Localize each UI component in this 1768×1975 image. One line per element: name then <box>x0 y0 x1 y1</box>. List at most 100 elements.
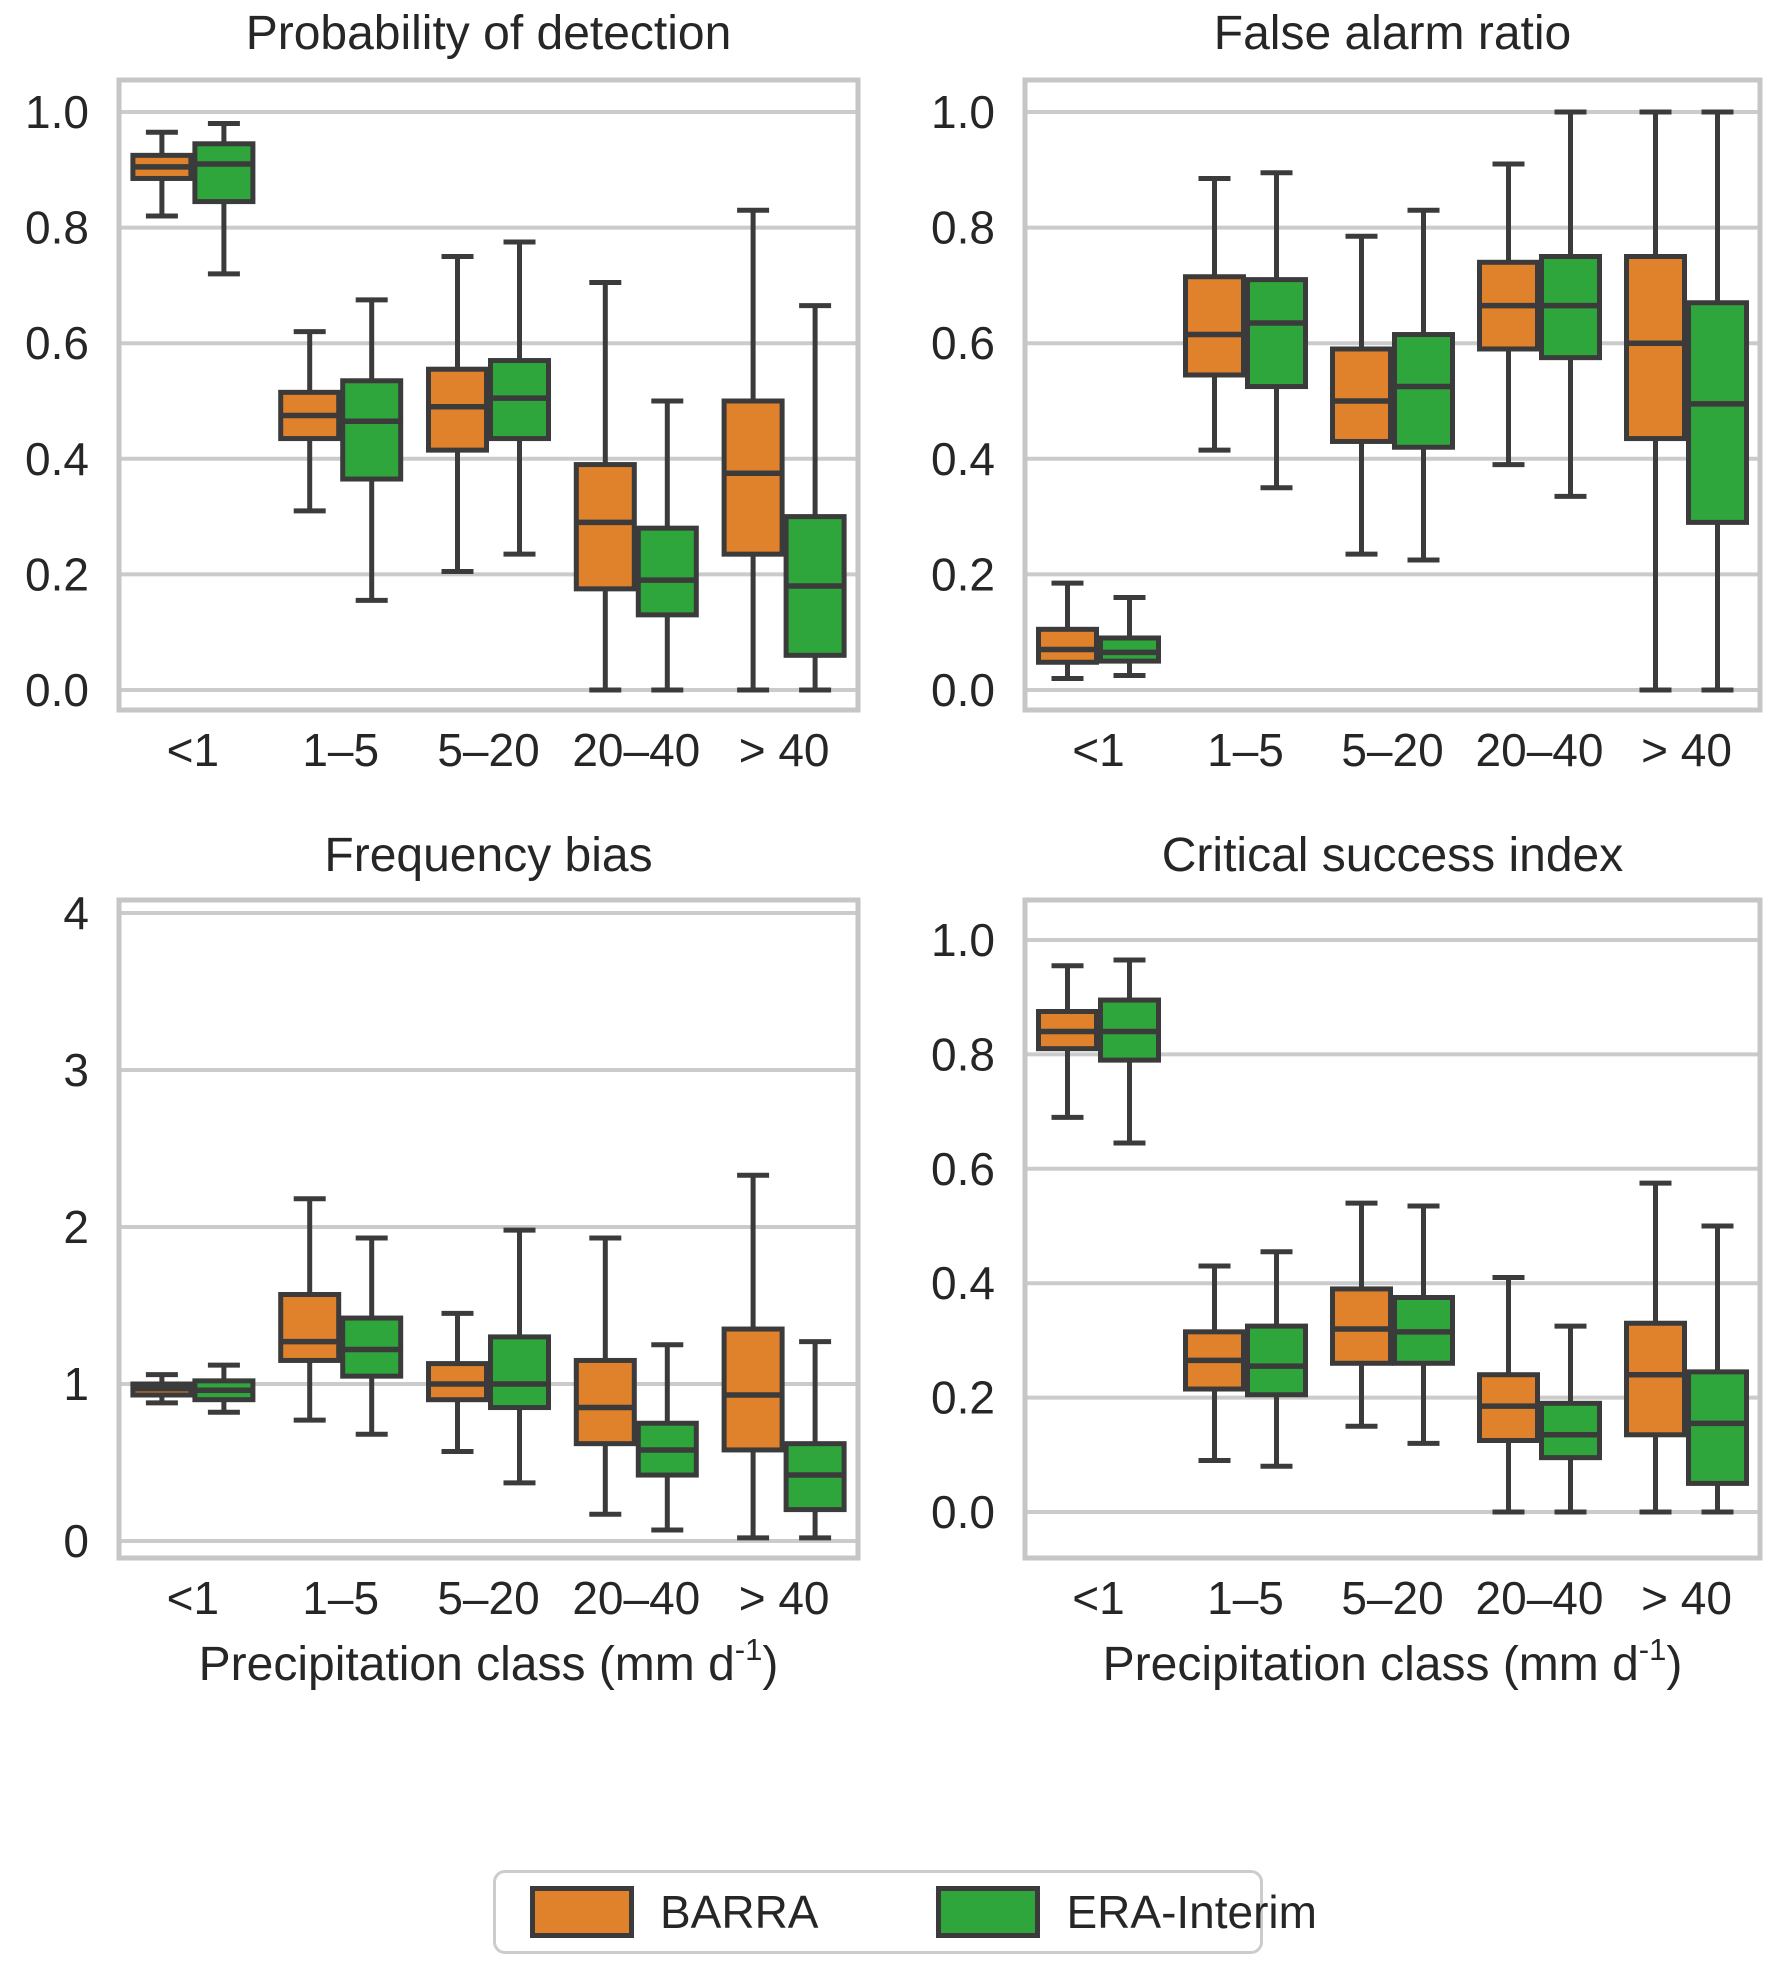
barra-swatch <box>530 1886 634 1938</box>
x-tick-label: 5–20 <box>1341 724 1443 776</box>
box-pod-era-interim-1 <box>340 297 404 603</box>
box-far-era-interim-0 <box>1098 595 1161 679</box>
box-far-barra-4 <box>1624 109 1687 693</box>
box-far-era-interim-3 <box>1539 109 1602 499</box>
box-far-barra-0 <box>1036 580 1099 681</box>
y-tick-label: 0.2 <box>931 1372 995 1424</box>
box-csi-barra-0 <box>1036 963 1099 1120</box>
iqr-box <box>635 525 699 618</box>
axes-frame <box>1022 897 1763 1561</box>
legend-item-barra: BARRA <box>530 1885 818 1939</box>
y-tick-label: 0.6 <box>931 1143 995 1195</box>
panel-title-csi: Critical success index <box>1161 829 1624 882</box>
y-tick-label: 3 <box>63 1044 89 1096</box>
iqr-box <box>278 1292 342 1363</box>
y-tick-label: 0.4 <box>25 433 89 485</box>
panel-pod: 0.0 0.2 0.4 0.6 0.8 1.0 <1 1–5 5–20 20–40 > 40 <box>25 77 861 776</box>
iqr-box <box>1539 1400 1602 1461</box>
y-tick-label: 0.8 <box>931 1028 995 1080</box>
axes-frame <box>1022 77 1763 713</box>
box-far-era-interim-1 <box>1245 170 1308 491</box>
x-tick-label: > 40 <box>739 1572 830 1624</box>
y-tick-label: 0.8 <box>25 202 89 254</box>
iqr-box <box>1624 254 1687 442</box>
box-far-barra-1 <box>1183 175 1246 453</box>
x-tick-label: 20–40 <box>572 1572 700 1624</box>
y-tick-label: 0 <box>63 1515 89 1567</box>
era-interim-swatch <box>936 1886 1041 1938</box>
y-tick-label: 0.0 <box>931 1486 995 1538</box>
iqr-box <box>1624 1320 1687 1438</box>
box-fbias-barra-4 <box>721 1172 785 1541</box>
iqr-box <box>1686 300 1749 525</box>
panel-csi: 0.0 0.2 0.4 0.6 0.8 1.0 <1 1–5 5–20 20–40 > 40 <box>931 897 1763 1624</box>
iqr-box <box>1330 1286 1393 1366</box>
xaxis-label-left: Precipitation class (mm d-1) <box>119 1632 858 1692</box>
x-tick-label: 5–20 <box>1341 1572 1443 1624</box>
box-pod-era-interim-4 <box>783 303 847 693</box>
axes-frame <box>116 897 861 1561</box>
iqr-box <box>1183 274 1246 378</box>
x-tick-label: 5–20 <box>437 1572 539 1624</box>
x-tick-label: 1–5 <box>1207 1572 1284 1624</box>
panel-far: 0.0 0.2 0.4 0.6 0.8 1.0 <1 1–5 5–20 20–40 > 40 <box>931 77 1763 776</box>
box-far-barra-2 <box>1330 233 1393 557</box>
box-csi-barra-4 <box>1624 1180 1687 1515</box>
y-tick-label: 1.0 <box>931 86 995 138</box>
iqr-box <box>192 141 256 205</box>
xaxis-label-close-paren: ) <box>1666 1638 1683 1691</box>
x-tick-label: > 40 <box>1641 1572 1732 1624</box>
box-fbias-era-interim-4 <box>783 1339 847 1541</box>
box-csi-era-interim-4 <box>1686 1223 1749 1515</box>
iqr-box <box>1686 1369 1749 1486</box>
box-pod-barra-2 <box>426 254 489 575</box>
xaxis-label-text: Precipitation class (mm d <box>198 1638 735 1691</box>
x-tick-label: 20–40 <box>1476 724 1604 776</box>
box-csi-era-interim-3 <box>1539 1323 1602 1515</box>
y-tick-label: 0.0 <box>25 664 89 716</box>
x-tick-label: 20–40 <box>572 724 700 776</box>
box-far-era-interim-4 <box>1686 109 1749 693</box>
y-tick-label: 4 <box>63 887 89 939</box>
iqr-box <box>573 462 637 592</box>
x-tick-label: 1–5 <box>302 1572 379 1624</box>
xaxis-label-text: Precipitation class (mm d <box>1102 1638 1639 1691</box>
y-tick-label: 1 <box>63 1358 89 1410</box>
box-far-barra-3 <box>1477 161 1540 468</box>
box-fbias-barra-2 <box>426 1310 489 1455</box>
iqr-box <box>1245 1323 1308 1398</box>
legend: BARRA ERA-Interim <box>493 1870 1317 1954</box>
box-fbias-era-interim-3 <box>635 1342 699 1533</box>
box-fbias-barra-3 <box>573 1235 637 1517</box>
box-pod-era-interim-3 <box>635 398 699 693</box>
box-pod-barra-1 <box>278 329 342 514</box>
x-tick-label: <1 <box>167 724 219 776</box>
box-pod-barra-4 <box>721 207 785 693</box>
iqr-box <box>1392 332 1455 450</box>
panel-title-fbias: Frequency bias <box>324 829 653 882</box>
x-tick-label: 1–5 <box>302 724 379 776</box>
panel-fbias: 0 1 2 3 4 <1 1–5 5–20 20–40 > 40 <box>63 887 861 1624</box>
legend-item-era: ERA-Interim <box>936 1885 1317 1939</box>
x-tick-label: <1 <box>167 1572 219 1624</box>
y-tick-label: 0.6 <box>25 317 89 369</box>
x-tick-label: 20–40 <box>1476 1572 1604 1624</box>
iqr-box <box>426 366 489 453</box>
legend-label-barra: BARRA <box>660 1886 819 1938</box>
iqr-box <box>488 1334 551 1411</box>
y-tick-label: 0.4 <box>931 1257 995 1309</box>
iqr-box <box>340 378 404 482</box>
box-pod-barra-3 <box>573 280 637 693</box>
legend-label-era: ERA-Interim <box>1066 1886 1317 1938</box>
iqr-box <box>721 1326 785 1453</box>
box-csi-era-interim-0 <box>1098 957 1161 1146</box>
y-tick-label: 0.0 <box>931 664 995 716</box>
iqr-box <box>1330 346 1393 444</box>
box-csi-barra-2 <box>1330 1200 1393 1429</box>
y-tick-label: 2 <box>63 1201 89 1253</box>
xaxis-label-right: Precipitation class (mm d-1) <box>1025 1632 1760 1692</box>
x-tick-label: <1 <box>1072 724 1124 776</box>
box-pod-era-interim-0 <box>192 121 256 277</box>
box-fbias-barra-1 <box>278 1196 342 1423</box>
